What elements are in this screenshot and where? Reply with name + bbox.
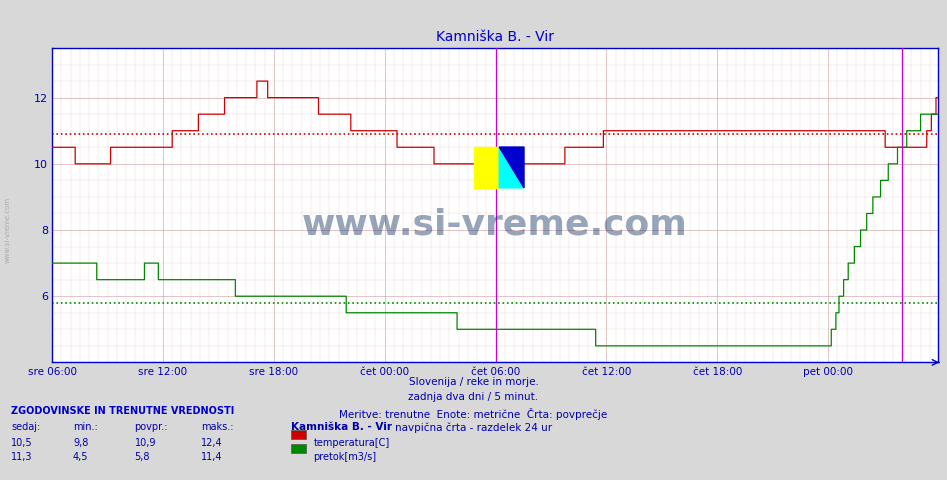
Text: 5,8: 5,8 bbox=[134, 452, 150, 462]
Text: zadnja dva dni / 5 minut.: zadnja dva dni / 5 minut. bbox=[408, 392, 539, 402]
Text: Slovenija / reke in morje.: Slovenija / reke in morje. bbox=[408, 377, 539, 387]
Text: sedaj:: sedaj: bbox=[11, 422, 41, 432]
Text: www.si-vreme.com: www.si-vreme.com bbox=[302, 207, 688, 241]
Text: navpična črta - razdelek 24 ur: navpična črta - razdelek 24 ur bbox=[395, 423, 552, 433]
Polygon shape bbox=[499, 147, 524, 188]
Text: 11,4: 11,4 bbox=[201, 452, 223, 462]
Text: 4,5: 4,5 bbox=[73, 452, 88, 462]
Text: Kamniška B. - Vir: Kamniška B. - Vir bbox=[291, 422, 392, 432]
Bar bbox=[474, 147, 499, 188]
Text: min.:: min.: bbox=[73, 422, 98, 432]
Text: povpr.:: povpr.: bbox=[134, 422, 168, 432]
Text: www.si-vreme.com: www.si-vreme.com bbox=[5, 197, 10, 264]
Text: 10,5: 10,5 bbox=[11, 438, 33, 448]
Polygon shape bbox=[499, 147, 524, 188]
Text: 9,8: 9,8 bbox=[73, 438, 88, 448]
Text: 11,3: 11,3 bbox=[11, 452, 33, 462]
Text: Meritve: trenutne  Enote: metrične  Črta: povprečje: Meritve: trenutne Enote: metrične Črta: … bbox=[339, 408, 608, 420]
Text: pretok[m3/s]: pretok[m3/s] bbox=[313, 452, 377, 462]
Text: 10,9: 10,9 bbox=[134, 438, 156, 448]
Text: ZGODOVINSKE IN TRENUTNE VREDNOSTI: ZGODOVINSKE IN TRENUTNE VREDNOSTI bbox=[11, 406, 235, 416]
Text: 12,4: 12,4 bbox=[201, 438, 223, 448]
Title: Kamniška B. - Vir: Kamniška B. - Vir bbox=[436, 30, 554, 44]
Text: maks.:: maks.: bbox=[201, 422, 233, 432]
Text: temperatura[C]: temperatura[C] bbox=[313, 438, 390, 448]
